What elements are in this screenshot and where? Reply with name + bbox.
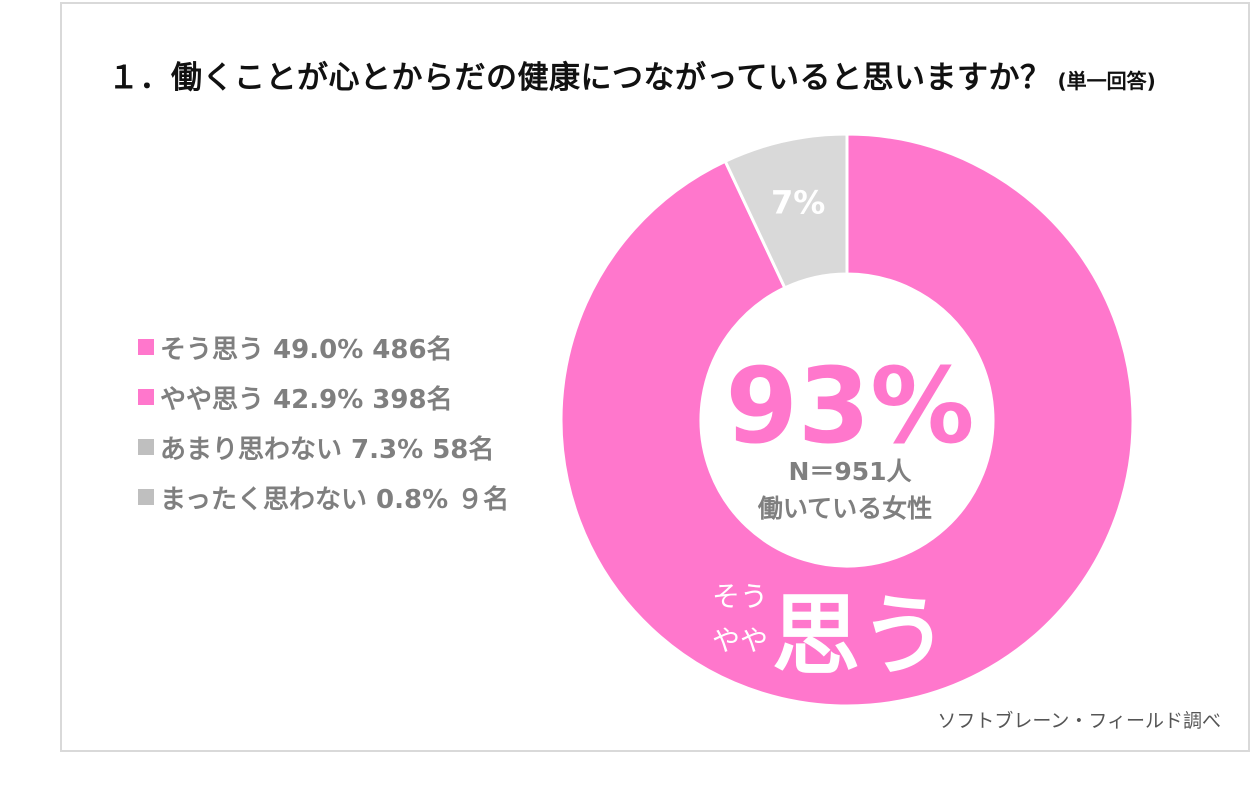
center-percent: 93%: [726, 345, 975, 467]
legend-label-1: やや思う 42.9% 398名: [160, 384, 453, 415]
chart-title-sub: (単一回答): [1057, 69, 1156, 93]
ring-label-small-1: そう: [712, 580, 768, 613]
legend-item-0: そう思う 49.0% 486名: [138, 322, 509, 372]
slice-label-gray: 7%: [771, 183, 825, 221]
legend-label-3: まったく思わない 0.8% ９名: [160, 484, 510, 515]
source-note: ソフトブレーン・フィールド調べ: [937, 710, 1221, 732]
legend-swatch-0: [138, 339, 154, 355]
legend-item-1: やや思う 42.9% 398名: [138, 372, 509, 422]
legend-swatch-3: [138, 489, 154, 505]
chart-title: １．働くことが心とからだの健康につながっていると思いますか？ (単一回答): [108, 52, 1156, 97]
ring-label-small-2: やや: [712, 624, 768, 657]
legend-swatch-1: [138, 389, 154, 405]
center-population: 働いている女性: [757, 494, 932, 523]
donut-slice-0: [559, 132, 1135, 708]
legend-item-3: まったく思わない 0.8% ９名: [138, 472, 509, 522]
donut-slices: [559, 132, 1135, 708]
legend: そう思う 49.0% 486名 やや思う 42.9% 398名 あまり思わない …: [138, 322, 509, 522]
legend-swatch-2: [138, 439, 154, 455]
ring-label-big: 思う: [772, 584, 948, 687]
donut-slice-1: [723, 132, 849, 290]
center-sample-size: N＝951人: [788, 457, 911, 486]
legend-item-2: あまり思わない 7.3% 58名: [138, 422, 509, 472]
legend-label-0: そう思う 49.0% 486名: [160, 334, 453, 365]
chart-title-main: １．働くことが心とからだの健康につながっていると思いますか？: [108, 60, 1052, 96]
legend-label-2: あまり思わない 7.3% 58名: [160, 434, 495, 465]
